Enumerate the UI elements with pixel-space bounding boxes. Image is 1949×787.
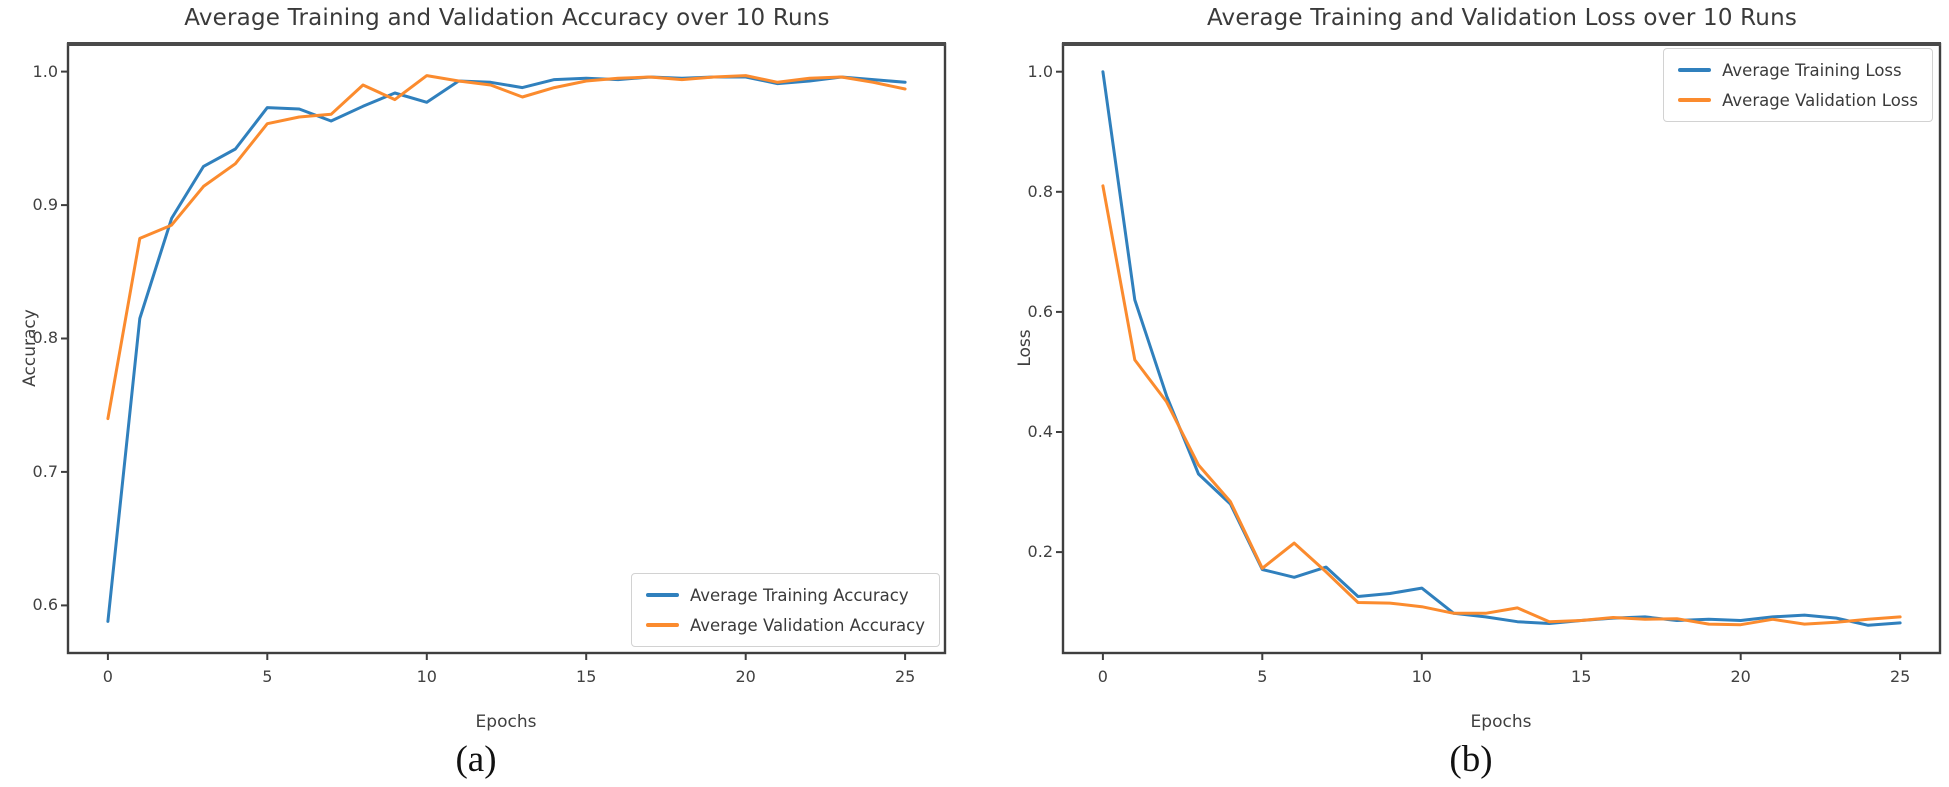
loss-chart-title: Average Training and Validation Loss ove…	[1206, 5, 1798, 31]
legend-label: Average Training Accuracy	[689, 585, 909, 605]
legend-label: Average Validation Accuracy	[689, 615, 925, 635]
x-tick-label: 0	[102, 667, 113, 686]
x-tick-label: 25	[1889, 667, 1911, 686]
x-tick-label: 0	[1097, 667, 1108, 686]
x-tick-label: 20	[735, 667, 756, 686]
loss-plot-area	[1056, 42, 1942, 660]
y-tick-label: 1.0	[32, 61, 58, 81]
x-tick-label: 5	[262, 667, 273, 686]
legend-line-swatch	[645, 593, 679, 597]
y-tick-label: 0.8	[32, 328, 58, 348]
y-tick-label: 0.4	[1027, 421, 1053, 441]
y-tick-label: 0.8	[1027, 181, 1053, 201]
y-tick-label: 0.6	[32, 595, 58, 615]
y-tick-label: 1.0	[1027, 61, 1053, 81]
y-tick-label: 0.6	[1027, 301, 1053, 321]
accuracy-plot-area	[61, 42, 947, 660]
accuracy-chart: Average Training and Validation Accuracy…	[20, 5, 947, 780]
legend-line-swatch	[645, 623, 679, 627]
y-tick-label: 0.2	[1027, 542, 1053, 562]
accuracy-legend: Average Training Accuracy Average Validat…	[630, 573, 940, 647]
legend-entry: Average Validation Accuracy	[645, 614, 925, 636]
x-tick-label: 5	[1257, 667, 1268, 686]
x-tick-label: 10	[1411, 667, 1432, 686]
x-tick-label: 10	[416, 667, 437, 686]
subfigure-caption-a: (a)	[455, 739, 497, 780]
legend-label: Average Validation Loss	[1722, 90, 1918, 110]
legend-line-swatch	[1678, 68, 1712, 72]
loss-x-axis-label: Epochs	[1470, 712, 1532, 732]
legend-line-swatch	[1678, 98, 1712, 102]
y-tick-label: 0.7	[32, 461, 58, 481]
x-tick-label: 15	[576, 667, 597, 686]
accuracy-x-axis-label: Epochs	[475, 712, 537, 732]
legend-label: Average Training Loss	[1722, 60, 1902, 80]
legend-entry: Average Training Loss	[1678, 59, 1918, 81]
x-tick-label: 20	[1730, 667, 1751, 686]
x-tick-label: 15	[1571, 667, 1592, 686]
accuracy-chart-title: Average Training and Validation Accuracy…	[184, 5, 830, 31]
loss-legend: Average Training Loss Average Validation …	[1663, 48, 1933, 122]
subfigure-caption-b: (b)	[1449, 739, 1493, 780]
y-tick-label: 0.9	[32, 195, 58, 215]
legend-entry: Average Training Accuracy	[645, 584, 925, 606]
legend-entry: Average Validation Loss	[1678, 89, 1918, 111]
loss-chart: Average Training and Validation Loss ove…	[995, 0, 1949, 787]
x-tick-label: 25	[894, 667, 916, 686]
loss-y-axis-label: Loss	[1015, 329, 1035, 367]
